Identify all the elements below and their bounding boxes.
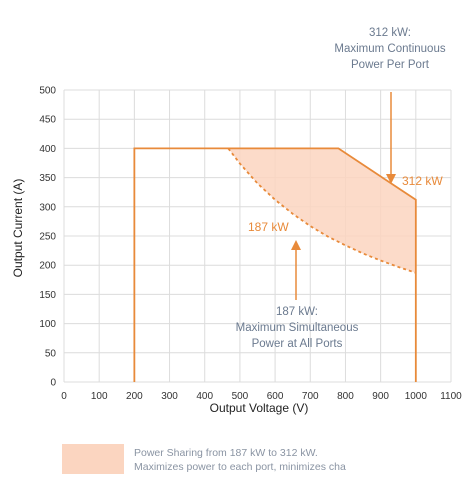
x-tick-label: 200 xyxy=(126,391,143,402)
tick-labels: 0 100 200 300 400 500 600 700 800 900 1000 1100 0 50 1… xyxy=(39,86,462,403)
y-tick-label: 450 xyxy=(39,115,56,126)
max-continuous-line-3: Power Per Port xyxy=(351,59,430,71)
x-tick-label: 500 xyxy=(232,391,249,402)
y-axis-title: Output Current (A) xyxy=(11,179,25,278)
shaded-region-group xyxy=(228,148,416,273)
series-line-312kw xyxy=(133,147,417,382)
max-simultaneous-line-2: Maximum Simultaneous xyxy=(236,322,359,334)
y-tick-label: 100 xyxy=(39,319,56,330)
y-tick-label: 200 xyxy=(39,261,56,272)
grid xyxy=(63,89,452,383)
x-tick-label: 100 xyxy=(91,391,108,402)
max-simultaneous-line-1: 187 kW: xyxy=(276,306,318,318)
x-tick-label: 900 xyxy=(372,391,389,402)
legend-swatch xyxy=(62,444,124,474)
max-continuous-line-2: Maximum Continuous xyxy=(334,43,445,55)
x-tick-label: 700 xyxy=(302,391,319,402)
legend-line-2: Maximizes power to each port, minimizes … xyxy=(134,461,346,473)
y-tick-label: 250 xyxy=(39,232,56,243)
arrow-to-312kw xyxy=(386,92,396,184)
label-187kw: 187 kW xyxy=(248,220,289,234)
x-tick-label: 0 xyxy=(61,391,67,402)
y-tick-label: 300 xyxy=(39,202,56,213)
y-tick-label: 500 xyxy=(39,86,56,97)
shaded-region xyxy=(228,148,416,273)
x-tick-label: 600 xyxy=(267,391,284,402)
max-simultaneous-line-3: Power at All Ports xyxy=(252,338,343,350)
x-axis-title: Output Voltage (V) xyxy=(210,401,309,415)
x-tick-label: 1000 xyxy=(405,391,428,402)
y-tick-label: 350 xyxy=(39,173,56,184)
series-group xyxy=(133,147,417,382)
legend-line-1: Power Sharing from 187 kW to 312 kW. xyxy=(134,447,318,459)
y-tick-label: 50 xyxy=(45,348,57,359)
arrow-to-187kw xyxy=(291,240,301,300)
x-tick-label: 400 xyxy=(196,391,213,402)
x-tick-label: 800 xyxy=(337,391,354,402)
y-tick-label: 400 xyxy=(39,144,56,155)
y-tick-label: 150 xyxy=(39,290,56,301)
x-tick-label: 300 xyxy=(161,391,178,402)
label-312kw: 312 kW xyxy=(402,174,443,188)
x-tick-label: 1100 xyxy=(440,391,462,402)
y-tick-label: 0 xyxy=(50,378,56,389)
max-continuous-line-1: 312 kW: xyxy=(369,27,411,39)
